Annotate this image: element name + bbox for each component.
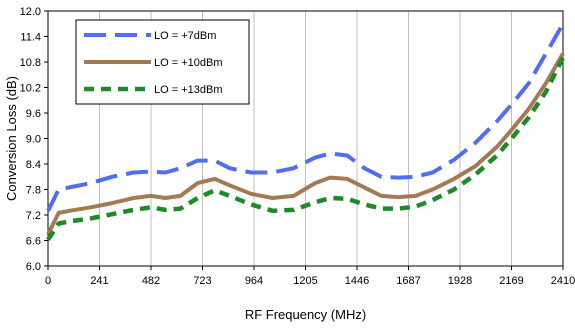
series-line [46,22,565,212]
series-line [46,56,566,241]
x-tick-label: 723 [193,275,211,287]
y-axis-ticks: 6.0 6.6 7.2 7.8 8.4 9.0 9.6 10.2 10.8 11.4 12.0 [20,6,48,273]
y-tick-label: 11.4 [20,32,41,44]
y-tick-label: 9.0 [26,134,41,146]
x-tick-label: 241 [90,275,108,287]
legend-items: LO = +7dBm LO = +10dBm LO = +13dBm [84,30,223,96]
y-tick-label: 9.6 [26,108,41,120]
x-tick-label: 0 [45,275,51,287]
series-lines [46,22,566,241]
x-tick-label: 2169 [499,275,523,287]
y-tick-label: 10.8 [20,57,41,69]
legend: LO = +7dBm LO = +10dBm LO = +13dBm [75,19,250,105]
legend-label: LO = +7dBm [154,30,216,42]
series-line [46,52,565,236]
x-tick-label: 1446 [345,275,369,287]
y-tick-label: 7.8 [26,185,41,197]
x-tick-label: 2410 [551,275,575,287]
x-tick-label: 1687 [396,275,420,287]
y-tick-label: 10.2 [20,83,41,95]
x-tick-label: 1928 [448,275,472,287]
legend-label: LO = +10dBm [154,57,223,69]
y-tick-label: 7.2 [26,210,41,222]
x-tick-label: 1205 [293,275,317,287]
x-tick-label: 964 [245,275,263,287]
y-tick-label: 6.6 [26,236,41,248]
y-tick-label: 6.0 [26,261,41,273]
y-axis-title: Conversion Loss (dB) [4,76,19,201]
x-axis-ticks: 0 241 482 723 964 1205 1446 1687 1928 2169 2410 [45,266,575,287]
legend-label: LO = +13dBm [154,84,223,96]
y-tick-label: 12.0 [20,6,41,18]
x-tick-label: 482 [142,275,160,287]
y-tick-label: 8.4 [26,159,41,171]
x-axis-title: RF Frequency (MHz) [245,307,366,322]
